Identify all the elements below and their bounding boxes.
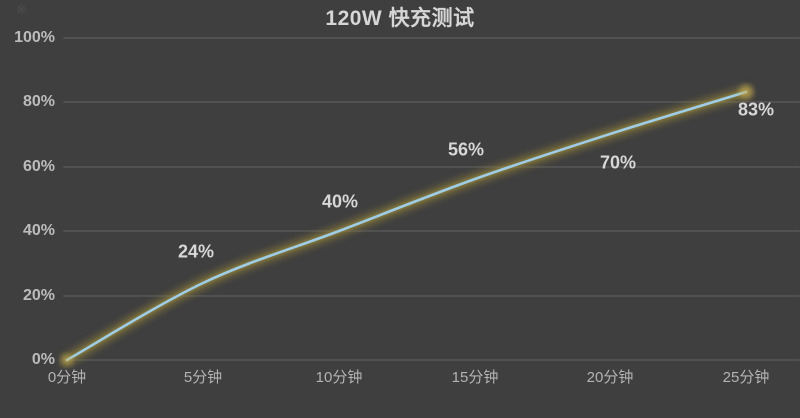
y-tick-40: 40% xyxy=(22,222,55,239)
line-glow-outer xyxy=(60,85,753,367)
line-core xyxy=(65,90,748,362)
endpoint-glow-start xyxy=(61,354,73,366)
y-tick-80: 80% xyxy=(22,93,55,110)
x-tick-10min: 10分钟 xyxy=(315,369,363,386)
point-label-83: 83% xyxy=(737,99,775,120)
x-tick-15min: 15分钟 xyxy=(451,369,499,386)
y-tick-100: 100% xyxy=(14,29,55,46)
chart-title: 120W 快充测试 xyxy=(325,7,475,30)
gridline-0 xyxy=(63,359,800,361)
gridline-100 xyxy=(63,37,800,39)
x-tick-5min: 5分钟 xyxy=(183,369,223,386)
y-tick-20: 20% xyxy=(22,287,55,304)
gridline-60 xyxy=(63,166,800,168)
endpoint-glow-end xyxy=(739,85,753,99)
gridline-80 xyxy=(63,101,800,103)
y-tick-0: 0% xyxy=(31,351,55,368)
point-label-40: 40% xyxy=(321,191,359,212)
x-tick-0min: 0分钟 xyxy=(47,369,87,386)
gridline-20 xyxy=(63,295,800,297)
point-label-24: 24% xyxy=(177,241,215,262)
y-tick-60: 60% xyxy=(22,158,55,175)
point-label-70: 70% xyxy=(599,152,637,173)
point-label-56: 56% xyxy=(447,139,485,160)
x-tick-20min: 20分钟 xyxy=(586,369,634,386)
watermark-asterism: ※ xyxy=(16,2,27,17)
gridline-40 xyxy=(63,230,800,232)
line-glow-inner xyxy=(64,89,749,363)
x-tick-25min: 25分钟 xyxy=(722,369,770,386)
